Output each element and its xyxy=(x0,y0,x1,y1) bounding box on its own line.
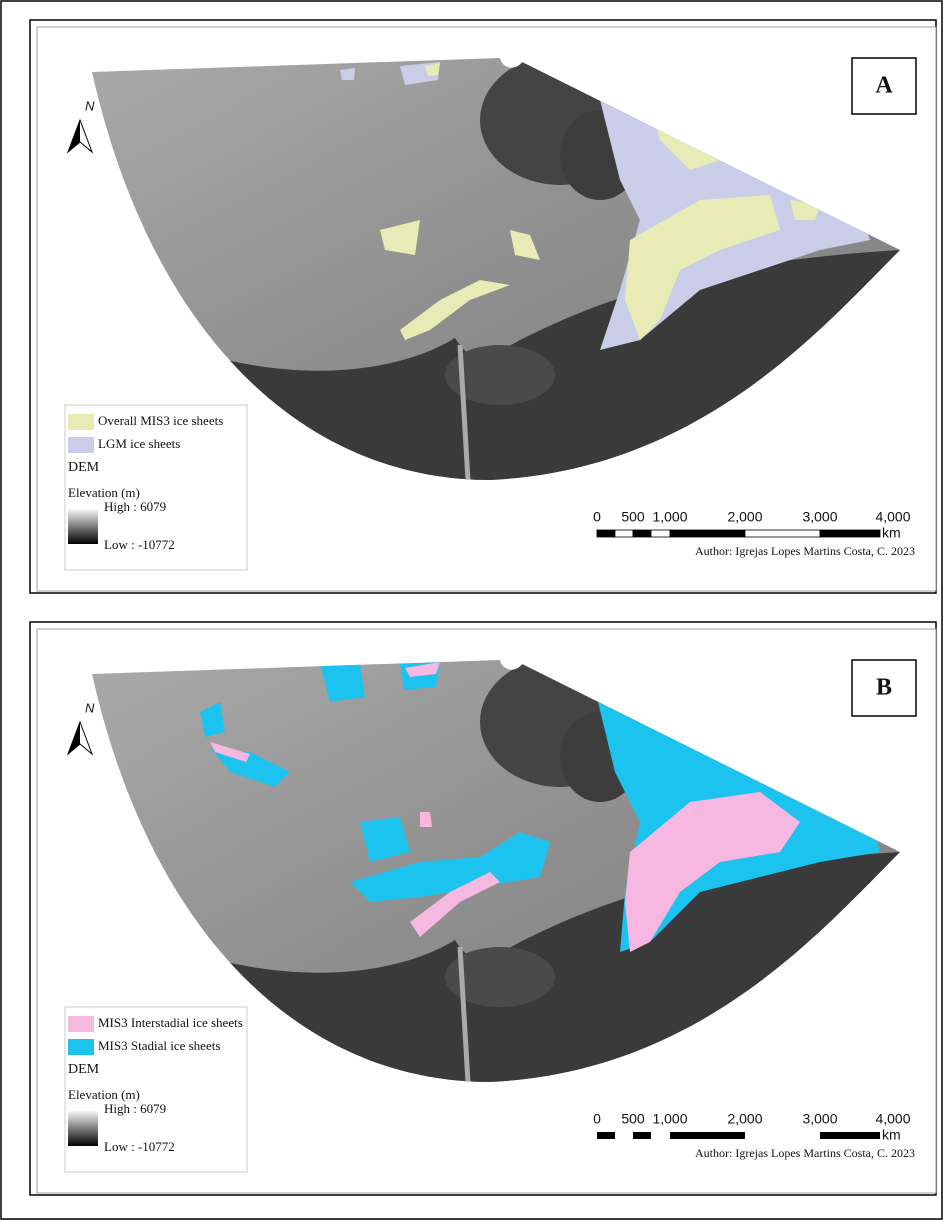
dem-high: High : 6079 xyxy=(104,499,166,514)
legend-swatch xyxy=(68,1016,94,1032)
scale-segment xyxy=(597,1132,615,1139)
panel-label: B xyxy=(876,675,892,701)
dem-title: DEM xyxy=(68,1062,100,1077)
scale-segment xyxy=(670,1132,745,1139)
elevation-title: Elevation (m) xyxy=(68,1087,140,1102)
panel: B N MIS3 Interstadial ice sheets MIS3 Stadi… xyxy=(30,622,936,1195)
scale-unit: km xyxy=(882,1127,901,1143)
figure: A N Overall MIS3 ice sheets LGM ice sheets D… xyxy=(0,0,943,1220)
dem-low: Low : -10772 xyxy=(104,537,175,552)
author: Author: Igrejas Lopes Martins Costa, C. … xyxy=(695,1146,915,1160)
scale-segment xyxy=(670,530,745,537)
panel: A N Overall MIS3 ice sheets LGM ice sheets D… xyxy=(30,20,936,593)
scale-label: 500 xyxy=(621,509,645,525)
legend-swatch xyxy=(68,414,94,430)
scale-segment xyxy=(633,530,651,537)
dem-low: Low : -10772 xyxy=(104,1139,175,1154)
scale-label: 1,000 xyxy=(652,1111,687,1127)
ice-sheet xyxy=(340,68,355,80)
ice-sheet xyxy=(420,812,432,827)
scale-segment xyxy=(820,530,880,537)
dem-high: High : 6079 xyxy=(104,1101,166,1116)
scale-label: 0 xyxy=(593,1111,601,1127)
north-label: N xyxy=(85,700,95,715)
scale-label: 3,000 xyxy=(802,1111,837,1127)
panel-label: A xyxy=(875,73,893,99)
scale-label: 2,000 xyxy=(727,1111,762,1127)
scale-segment xyxy=(597,530,615,537)
scale-label: 1,000 xyxy=(652,509,687,525)
north-label: N xyxy=(85,98,95,113)
scale-label: 3,000 xyxy=(802,509,837,525)
scale-segment xyxy=(633,1132,651,1139)
scale-label: 4,000 xyxy=(875,509,910,525)
scale-unit: km xyxy=(882,525,901,541)
scale-segment xyxy=(820,1132,880,1139)
legend-label: LGM ice sheets xyxy=(98,436,180,451)
elevation-title: Elevation (m) xyxy=(68,485,140,500)
dem-ramp xyxy=(68,508,98,544)
legend-swatch xyxy=(68,1039,94,1055)
scale-label: 0 xyxy=(593,509,601,525)
legend-swatch xyxy=(68,437,94,453)
scale-segment xyxy=(651,530,670,537)
dem-ramp xyxy=(68,1110,98,1146)
legend-label: MIS3 Stadial ice sheets xyxy=(98,1038,220,1053)
scale-label: 2,000 xyxy=(727,509,762,525)
scale-label: 500 xyxy=(621,1111,645,1127)
scale-segment xyxy=(745,530,820,537)
author: Author: Igrejas Lopes Martins Costa, C. … xyxy=(695,544,915,558)
legend-label: Overall MIS3 ice sheets xyxy=(98,413,223,428)
legend-label: MIS3 Interstadial ice sheets xyxy=(98,1015,243,1030)
scale-label: 4,000 xyxy=(875,1111,910,1127)
scale-segment xyxy=(615,530,633,537)
dem-title: DEM xyxy=(68,460,100,475)
